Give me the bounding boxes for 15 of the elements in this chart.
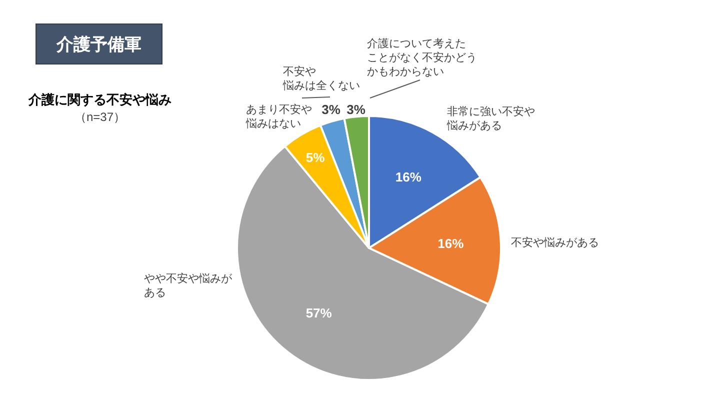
slice-label: 介護について考えたことがなく不安かどうかもわからない [367, 37, 477, 78]
data-label: 3% [346, 102, 366, 117]
data-label: 5% [306, 150, 326, 166]
chart-title: 介護予備軍 [56, 35, 142, 54]
slice-label: 非常に強い不安や悩みがある [446, 105, 535, 132]
slice-label: 不安や悩みは全くない [282, 65, 360, 92]
data-label: 57% [306, 306, 332, 321]
slice-label: やや不安や悩みがある [144, 272, 233, 299]
text: 介護に関する不安や悩み [28, 92, 172, 107]
data-label: 16% [395, 169, 422, 184]
slice-label: あまり不安や悩みはない [245, 103, 312, 130]
data-label: 16% [438, 236, 464, 251]
text: （n=37） [74, 110, 126, 124]
data-label: 3% [322, 102, 341, 117]
slice-label: 不安や悩みがある [511, 236, 599, 249]
